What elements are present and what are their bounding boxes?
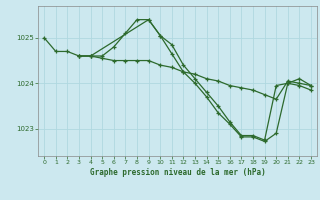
X-axis label: Graphe pression niveau de la mer (hPa): Graphe pression niveau de la mer (hPa) <box>90 168 266 177</box>
